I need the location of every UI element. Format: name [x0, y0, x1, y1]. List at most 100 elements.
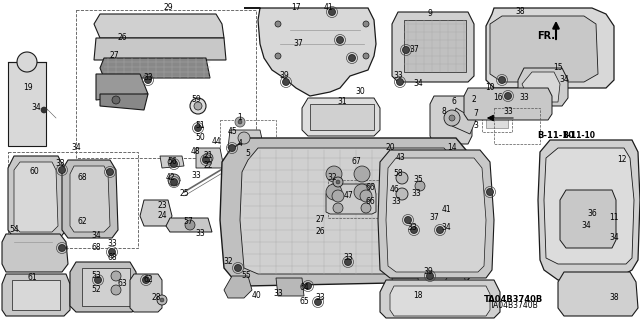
Circle shape: [314, 299, 321, 306]
Text: 34: 34: [71, 144, 81, 152]
Text: 16: 16: [493, 93, 503, 102]
Text: 34: 34: [31, 103, 41, 113]
Text: FR.: FR.: [537, 31, 555, 41]
Polygon shape: [390, 286, 490, 316]
Text: 65: 65: [299, 298, 309, 307]
Text: 39: 39: [279, 71, 289, 80]
Circle shape: [449, 115, 455, 121]
Circle shape: [41, 107, 47, 113]
Polygon shape: [326, 184, 376, 214]
Text: 32: 32: [223, 257, 233, 266]
Text: 62: 62: [77, 218, 87, 226]
Text: 8: 8: [442, 108, 446, 116]
Text: 23: 23: [157, 202, 167, 211]
Text: 14: 14: [447, 144, 457, 152]
Circle shape: [410, 226, 417, 234]
Polygon shape: [70, 166, 110, 232]
Circle shape: [337, 36, 344, 43]
Text: TA04B3740B: TA04B3740B: [484, 295, 543, 305]
Text: 64: 64: [299, 284, 309, 293]
Circle shape: [228, 145, 236, 152]
Text: 38: 38: [609, 293, 619, 302]
Text: 66: 66: [365, 197, 375, 206]
Text: 34: 34: [441, 224, 451, 233]
Polygon shape: [220, 138, 476, 286]
Text: 54: 54: [9, 226, 19, 234]
Text: 33: 33: [503, 108, 513, 116]
Text: 33: 33: [315, 293, 325, 302]
Text: 33: 33: [273, 290, 283, 299]
Circle shape: [143, 277, 150, 284]
Circle shape: [235, 117, 245, 127]
Bar: [310, 104, 374, 130]
Text: 22: 22: [204, 161, 212, 170]
Circle shape: [326, 184, 342, 200]
Circle shape: [444, 110, 460, 126]
Circle shape: [403, 47, 410, 54]
Polygon shape: [522, 72, 560, 102]
Circle shape: [106, 168, 113, 175]
Text: 57: 57: [183, 218, 193, 226]
Bar: [82, 268, 130, 306]
Text: 45: 45: [227, 128, 237, 137]
Polygon shape: [8, 62, 46, 146]
Text: 34: 34: [581, 221, 591, 231]
Text: 67: 67: [351, 158, 361, 167]
Text: 33: 33: [343, 254, 353, 263]
Polygon shape: [8, 156, 66, 238]
Polygon shape: [94, 38, 226, 60]
Circle shape: [397, 78, 403, 85]
Text: 5: 5: [246, 150, 250, 159]
Polygon shape: [302, 98, 380, 136]
Circle shape: [415, 181, 425, 191]
Text: 27: 27: [315, 216, 325, 225]
Text: 62: 62: [143, 276, 153, 285]
Text: 37: 37: [293, 40, 303, 48]
Circle shape: [404, 217, 412, 224]
Text: 42: 42: [165, 174, 175, 182]
Circle shape: [349, 55, 355, 62]
Circle shape: [202, 157, 209, 164]
Polygon shape: [2, 234, 68, 272]
Bar: [12, 280, 60, 310]
Text: 51: 51: [195, 122, 205, 130]
Polygon shape: [392, 12, 474, 82]
Polygon shape: [386, 158, 486, 272]
Text: 31: 31: [337, 98, 347, 107]
Polygon shape: [2, 274, 70, 316]
Circle shape: [361, 203, 371, 213]
Text: 33: 33: [411, 189, 421, 198]
Text: 6: 6: [452, 98, 456, 107]
Polygon shape: [130, 274, 162, 312]
Circle shape: [95, 277, 102, 284]
Text: 41: 41: [323, 4, 333, 12]
Circle shape: [238, 120, 242, 124]
Text: 26: 26: [315, 227, 325, 236]
Text: 68: 68: [107, 254, 117, 263]
Bar: [328, 180, 382, 218]
Polygon shape: [276, 278, 304, 296]
Circle shape: [275, 21, 281, 27]
Text: 3: 3: [474, 122, 479, 130]
Text: 34: 34: [559, 76, 569, 85]
Text: 33: 33: [195, 229, 205, 239]
Text: 4: 4: [237, 139, 243, 149]
Circle shape: [436, 226, 444, 234]
Text: 11: 11: [609, 213, 619, 222]
Circle shape: [238, 132, 250, 144]
Polygon shape: [224, 276, 252, 298]
Text: 48: 48: [190, 147, 200, 157]
Polygon shape: [240, 148, 464, 274]
Text: TA04B3740B: TA04B3740B: [490, 301, 538, 310]
Circle shape: [234, 264, 241, 271]
Text: 19: 19: [23, 84, 33, 93]
Circle shape: [203, 153, 213, 163]
Text: 61: 61: [27, 273, 37, 283]
Text: 68: 68: [77, 174, 87, 182]
Polygon shape: [490, 16, 598, 82]
Circle shape: [354, 166, 370, 182]
Text: 33: 33: [519, 93, 529, 102]
Text: 35: 35: [413, 175, 423, 184]
Circle shape: [328, 9, 335, 16]
Polygon shape: [96, 74, 148, 100]
